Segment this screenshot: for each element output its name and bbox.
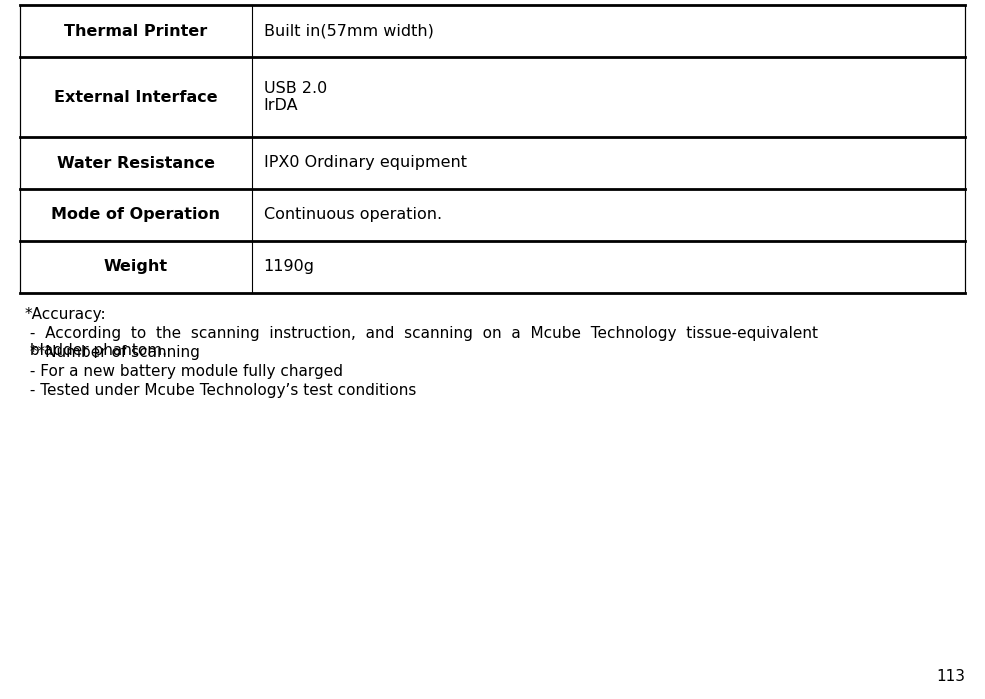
Text: Built in(57mm width): Built in(57mm width) [264,24,433,38]
Text: External Interface: External Interface [54,89,218,104]
Text: IPX0 Ordinary equipment: IPX0 Ordinary equipment [264,155,467,171]
Text: - Tested under Mcube Technology’s test conditions: - Tested under Mcube Technology’s test c… [25,383,417,398]
Text: Continuous operation.: Continuous operation. [264,208,441,222]
Text: Thermal Printer: Thermal Printer [64,24,208,38]
Text: -  According  to  the  scanning  instruction,  and  scanning  on  a  Mcube  Tech: - According to the scanning instruction,… [25,326,818,359]
Text: Water Resistance: Water Resistance [57,155,215,171]
Text: 113: 113 [936,669,965,684]
Text: USB 2.0
IrDA: USB 2.0 IrDA [264,81,327,113]
Text: Mode of Operation: Mode of Operation [51,208,221,222]
Text: 1190g: 1190g [264,259,314,275]
Text: *Accuracy:: *Accuracy: [25,307,106,322]
Text: **Number of scanning: **Number of scanning [25,345,200,360]
Text: Weight: Weight [103,259,167,275]
Text: - For a new battery module fully charged: - For a new battery module fully charged [25,364,343,379]
